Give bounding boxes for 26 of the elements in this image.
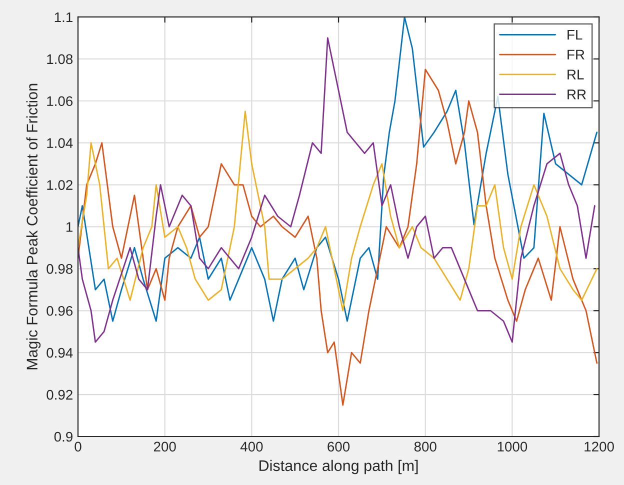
x-tick-label: 600 [328,442,350,452]
x-tick-label: 800 [414,442,436,452]
y-tick-label: 1.06 [47,96,73,106]
x-tick-label: 400 [240,442,263,452]
y-tick-label: 1.1 [54,12,72,22]
y-tick-label: 0.92 [46,390,72,400]
line-series [78,68,598,406]
y-tick-label: 1.02 [47,180,72,190]
x-tick-label: 1000 [498,442,528,452]
y-tick-label: 1.08 [47,54,73,64]
x-tick-label: 200 [154,442,176,452]
y-tick-label: 0.94 [46,348,73,358]
y-tick-label: 0.9 [54,432,72,442]
y-axis-title: Magic Formula Peak Coefficient of Friction [26,84,41,370]
y-tick-label: 1.04 [47,138,73,148]
x-axis-title: Distance along path [m] [260,460,418,474]
legend-label: FL [568,30,582,40]
x-tick-label: 1200 [584,442,614,452]
x-tick-label: 0 [74,442,82,452]
y-tick-label: 1 [66,222,72,232]
y-tick-label: 0.96 [46,306,73,316]
legend-label: RR [568,90,586,100]
legend-label: RL [568,70,584,80]
legend-label: FR [568,50,584,60]
line-series [78,110,598,312]
y-tick-label: 0.98 [46,264,73,274]
